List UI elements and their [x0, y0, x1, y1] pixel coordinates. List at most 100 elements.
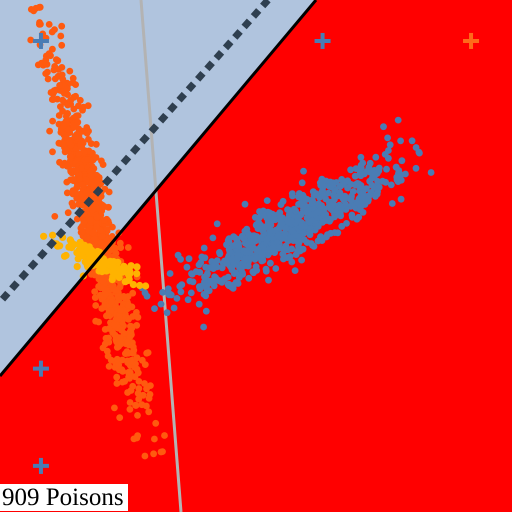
orange-point [135, 378, 143, 385]
orange-point [129, 343, 137, 351]
orange-point [87, 271, 95, 278]
orange-point [123, 348, 131, 356]
orange-point [111, 244, 119, 252]
blue-point [393, 173, 401, 181]
blue-point [223, 260, 231, 267]
orange-point [51, 26, 58, 33]
orange-point [54, 57, 62, 65]
blue-point [202, 307, 210, 315]
blue-plus-marker-bottom-left [32, 360, 49, 377]
blue-point [359, 159, 367, 167]
orange-point [132, 402, 140, 409]
poison-point [89, 253, 98, 261]
orange-point [116, 334, 124, 342]
orange-point [85, 136, 92, 143]
blue-point [276, 209, 284, 217]
orange-point [49, 117, 56, 125]
blue-point [260, 224, 268, 232]
orange-point [108, 298, 115, 306]
blue-point [250, 245, 258, 252]
orange-point [44, 75, 52, 83]
poison-point [76, 241, 84, 249]
blue-point [347, 181, 355, 188]
blue-point [402, 170, 409, 178]
blue-point [386, 141, 394, 149]
blue-point [238, 232, 246, 240]
blue-point [265, 246, 273, 254]
blue-point [201, 273, 208, 281]
blue-point [265, 214, 273, 222]
orange-point [113, 355, 121, 363]
blue-point [278, 219, 286, 227]
orange-point [90, 235, 98, 243]
blue-point [241, 200, 249, 208]
blue-point [372, 153, 380, 161]
orange-point [35, 4, 43, 11]
orange-point [93, 213, 101, 221]
blue-point [143, 292, 151, 300]
poison-point [40, 232, 48, 240]
poison-point [101, 259, 109, 267]
blue-point [347, 166, 354, 174]
blue-point [186, 277, 194, 285]
blue-point [253, 254, 260, 261]
orange-point [46, 127, 53, 135]
blue-point [328, 201, 335, 208]
blue-point [307, 240, 315, 247]
blue-point [300, 167, 307, 175]
blue-point [337, 204, 345, 212]
blue-point [250, 269, 257, 277]
orange-point [129, 382, 137, 390]
orange-point [59, 96, 66, 104]
poison-point [102, 267, 110, 275]
blue-point [375, 165, 382, 173]
orange-point [135, 395, 143, 403]
blue-point [348, 211, 356, 219]
orange-point [124, 389, 131, 396]
blue-point [201, 254, 209, 262]
blue-point [211, 273, 219, 281]
orange-point [111, 404, 118, 412]
blue-point [185, 255, 193, 263]
orange-point [126, 406, 134, 413]
orange-point [93, 223, 100, 231]
blue-point [384, 134, 391, 142]
blue-point [272, 265, 280, 272]
blue-point [200, 244, 208, 252]
blue-point [397, 195, 405, 203]
blue-point [249, 232, 256, 240]
blue-point [327, 229, 335, 237]
blue-point [331, 213, 338, 221]
blue-point [245, 274, 253, 282]
blue-point [357, 203, 365, 211]
orange-point [77, 141, 84, 148]
blue-point [177, 288, 185, 296]
orange-point [84, 156, 91, 164]
orange-point [100, 242, 108, 250]
blue-point [244, 241, 252, 248]
scatter-points-layer [27, 3, 435, 460]
blue-point [183, 263, 191, 271]
blue-point [195, 300, 203, 308]
orange-point [124, 338, 131, 346]
blue-point [224, 273, 232, 281]
blue-point [163, 309, 171, 317]
orange-point [49, 96, 57, 103]
blue-point [408, 137, 416, 145]
orange-point [107, 307, 115, 314]
orange-point [134, 313, 142, 321]
blue-point [226, 247, 234, 255]
orange-point [92, 199, 100, 206]
blue-point [318, 175, 326, 183]
blue-point [196, 269, 204, 276]
blue-point [298, 223, 305, 231]
blue-point [313, 191, 320, 199]
poison-point [110, 263, 118, 272]
orange-point [64, 85, 71, 92]
blue-point [364, 197, 372, 205]
blue-point [187, 289, 195, 297]
blue-plus-marker-lower-left [32, 457, 49, 474]
orange-point [105, 363, 113, 370]
blue-point [223, 241, 230, 249]
blue-point [257, 234, 265, 242]
